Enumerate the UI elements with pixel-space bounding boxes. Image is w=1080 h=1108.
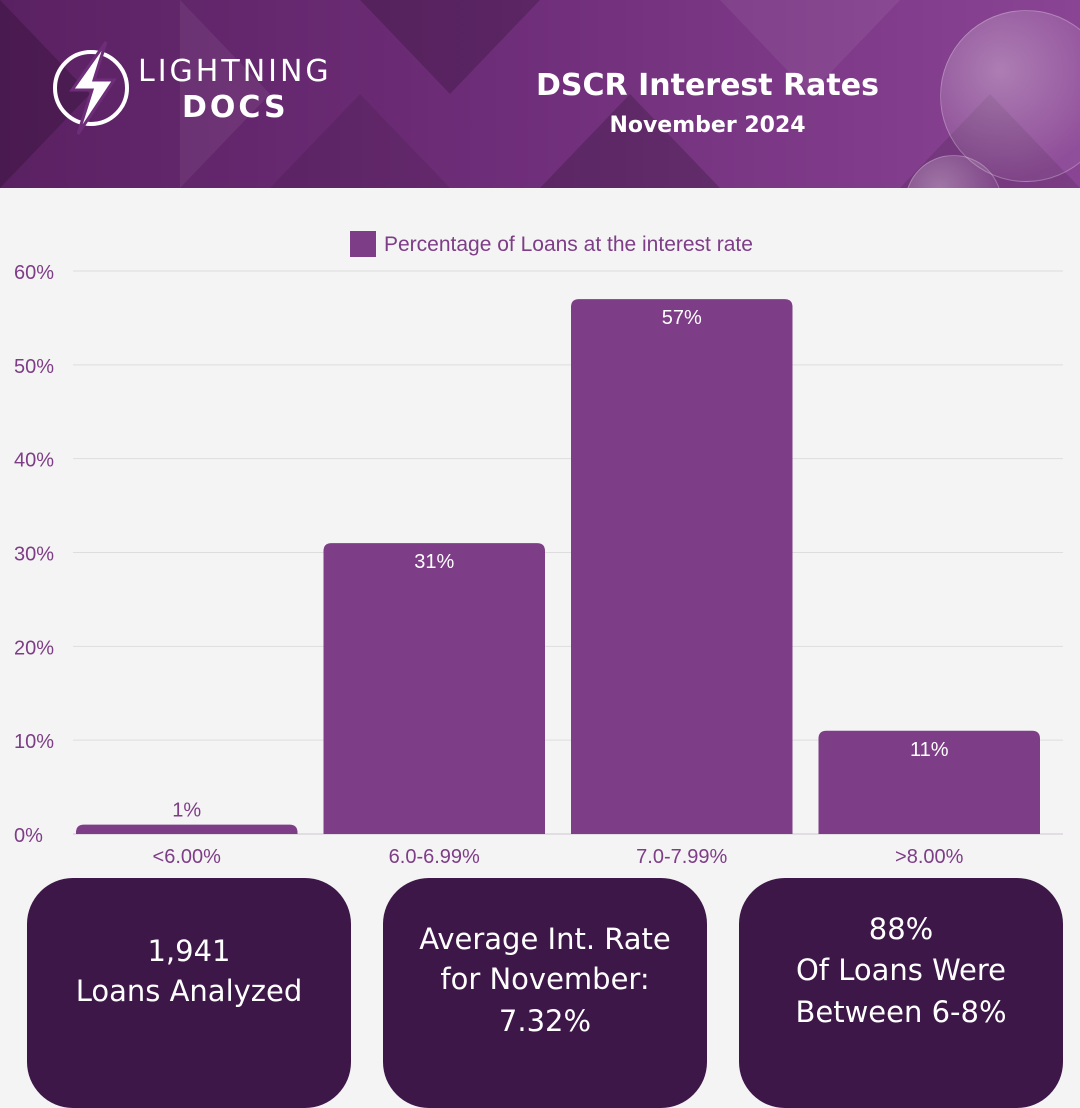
stat-value: 88% [868,912,934,946]
bar-chart: 0% 10% 20% 30% 40% 50% 60% Percentage of Loans … [14,231,1063,868]
y-tick-label: 50% [14,356,54,378]
lightning-bolt-icon [53,41,129,135]
stat-card-average-rate: Average Int. Rate for November: 7.32% [383,878,707,1108]
bar [323,543,545,834]
y-tick-label: 20% [14,637,54,659]
stat-label: Loans Analyzed [75,974,303,1008]
brand-logo: LIGHTNING DOCS [50,40,350,136]
x-tick-label: <6.00% [153,846,222,868]
data-label: 1% [172,800,201,822]
header-banner: LIGHTNING DOCS DSCR Interest Rates Novem… [0,0,1080,188]
stat-label: Between 6-8% [795,995,1007,1029]
page-subtitle: November 2024 [609,113,806,138]
x-tick-label: 6.0-6.99% [389,846,480,868]
stat-label: for November: [440,962,650,996]
stat-label: Of Loans Were [795,953,1007,987]
brand-name-line2: DOCS [182,90,289,125]
y-tick-label: 10% [14,731,54,753]
legend-swatch [350,231,376,257]
stat-value: 7.32% [498,1004,592,1038]
legend-label: Percentage of Loans at the interest rate [384,233,753,256]
brand-name-line1: LIGHTNING [138,54,332,89]
bar [76,824,298,834]
stat-label: Average Int. Rate [419,922,671,956]
stat-card-share-between: 88% Of Loans Were Between 6-8% [739,878,1063,1108]
data-label: 31% [414,551,454,573]
x-tick-label: 7.0-7.99% [636,846,727,868]
stat-card-loans-analyzed: 1,941 Loans Analyzed [27,878,351,1108]
data-label: 57% [662,307,702,329]
y-tick-label: 30% [14,544,54,566]
stat-value: 1,941 [147,934,231,968]
bar [818,730,1040,834]
y-tick-label: 40% [14,450,54,472]
y-tick-label: 0% [14,825,43,847]
page-title: DSCR Interest Rates [536,68,879,103]
y-tick-label: 60% [14,262,54,284]
decorative-bubble [940,10,1080,182]
data-label: 11% [910,739,949,761]
x-tick-label: >8.00% [895,846,964,868]
bar [571,299,793,834]
